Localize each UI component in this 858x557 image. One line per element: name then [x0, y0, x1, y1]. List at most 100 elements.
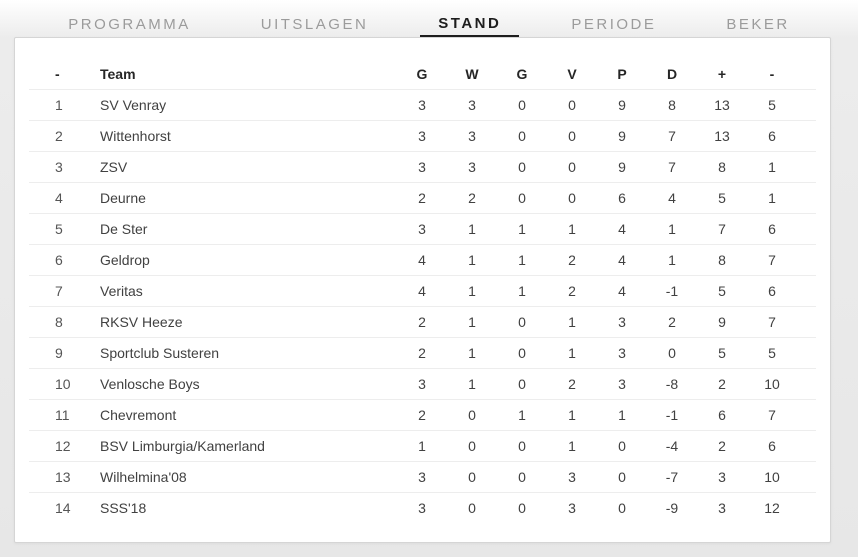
- stat-cell-g: 3: [418, 221, 426, 237]
- stat-cell-v: 1: [568, 407, 576, 423]
- stat-cell-plus: 13: [714, 97, 730, 113]
- stat-cell-v: 0: [568, 97, 576, 113]
- stat-cell-w: 0: [468, 407, 476, 423]
- stat-cell-w: 3: [468, 97, 476, 113]
- column-header-team: Team: [100, 65, 136, 82]
- stat-cell-d: -9: [665, 500, 679, 516]
- position-cell: 5: [55, 221, 63, 237]
- position-cell: 10: [55, 376, 71, 392]
- stat-cell-w: 3: [468, 159, 476, 175]
- tab-uitslagen[interactable]: UITSLAGEN: [243, 0, 387, 37]
- stat-cell-min: 6: [768, 128, 776, 144]
- stat-cell-w: 0: [468, 438, 476, 454]
- position-cell: 4: [55, 190, 63, 206]
- stat-cell-g: 3: [418, 469, 426, 485]
- table-row: 9 Sportclub Susteren 2 1 0 1 3 0 5 5: [29, 337, 816, 368]
- table-row: 1 SV Venray 3 3 0 0 9 8 13 5: [29, 89, 816, 120]
- stat-cell-p: 0: [618, 500, 626, 516]
- stat-cell-g2: 0: [518, 376, 526, 392]
- tab-stand[interactable]: STAND: [420, 0, 520, 37]
- column-header-w: W: [465, 65, 479, 82]
- stat-cell-g2: 0: [518, 159, 526, 175]
- position-cell: 11: [55, 407, 70, 423]
- stat-cell-d: 7: [668, 128, 676, 144]
- stat-cell-w: 1: [468, 314, 476, 330]
- stat-cell-v: 0: [568, 128, 576, 144]
- position-cell: 14: [55, 500, 71, 516]
- stat-cell-g2: 0: [518, 314, 526, 330]
- stat-cell-d: -4: [665, 438, 679, 454]
- column-header-plus: +: [717, 65, 727, 82]
- stat-cell-g: 3: [418, 97, 426, 113]
- team-cell: BSV Limburgia/Kamerland: [100, 438, 265, 454]
- position-cell: 6: [55, 252, 63, 268]
- stat-cell-g: 3: [418, 500, 426, 516]
- stat-cell-p: 6: [618, 190, 626, 206]
- stat-cell-p: 3: [618, 345, 626, 361]
- stat-cell-w: 1: [468, 221, 476, 237]
- stat-cell-w: 1: [468, 252, 476, 268]
- stat-cell-g2: 0: [518, 469, 526, 485]
- table-row: 11 Chevremont 2 0 1 1 1 -1 6 7: [29, 399, 816, 430]
- stat-cell-p: 3: [618, 376, 626, 392]
- position-cell: 12: [55, 438, 71, 454]
- stat-cell-g2: 1: [518, 252, 526, 268]
- stat-cell-v: 0: [568, 159, 576, 175]
- stat-cell-g: 3: [418, 376, 426, 392]
- table-row: 7 Veritas 4 1 1 2 4 -1 5 6: [29, 275, 816, 306]
- stat-cell-d: 1: [668, 252, 676, 268]
- stat-cell-p: 9: [618, 159, 626, 175]
- team-cell: Wittenhorst: [100, 128, 171, 144]
- stat-cell-plus: 13: [714, 128, 730, 144]
- column-header-g: G: [416, 65, 428, 82]
- stat-cell-g: 2: [418, 190, 426, 206]
- tab-bar: PROGRAMMA UITSLAGEN STAND PERIODE BEKER: [0, 0, 858, 37]
- stat-cell-min: 6: [768, 438, 776, 454]
- stat-cell-w: 1: [468, 376, 476, 392]
- stat-cell-g: 4: [418, 283, 426, 299]
- stat-cell-plus: 3: [718, 500, 726, 516]
- stat-cell-g: 3: [418, 159, 426, 175]
- stat-cell-plus: 5: [718, 190, 726, 206]
- table-row: 10 Venlosche Boys 3 1 0 2 3 -8 2 10: [29, 368, 816, 399]
- stat-cell-min: 10: [764, 469, 780, 485]
- position-cell: 3: [55, 159, 63, 175]
- stat-cell-d: -7: [665, 469, 679, 485]
- stat-cell-v: 3: [568, 500, 576, 516]
- stat-cell-w: 0: [468, 500, 476, 516]
- header-row: - Team G W G V P D + -: [29, 58, 816, 89]
- stat-cell-p: 1: [618, 407, 626, 423]
- stat-cell-v: 2: [568, 252, 576, 268]
- tab-periode[interactable]: PERIODE: [553, 0, 674, 37]
- table-row: 12 BSV Limburgia/Kamerland 1 0 0 1 0 -4 2 6: [29, 430, 816, 461]
- stat-cell-min: 7: [768, 407, 776, 423]
- team-cell: Chevremont: [100, 407, 177, 423]
- stat-cell-g: 4: [418, 252, 426, 268]
- stat-cell-plus: 7: [718, 221, 726, 237]
- stat-cell-w: 1: [468, 283, 476, 299]
- standings-card: - Team G W G V P D + - 1 SV Venray 3 3 0 0 9 8 13 5 2 Witten…: [14, 37, 831, 543]
- team-cell: ZSV: [100, 159, 128, 175]
- team-cell: Wilhelmina'08: [100, 469, 187, 485]
- table-row: 13 Wilhelmina'08 3 0 0 3 0 -7 3 10: [29, 461, 816, 492]
- stat-cell-g2: 1: [518, 407, 526, 423]
- tab-programma[interactable]: PROGRAMMA: [50, 0, 209, 37]
- stat-cell-plus: 2: [718, 376, 726, 392]
- stat-cell-g2: 1: [518, 283, 526, 299]
- table-header: - Team G W G V P D + -: [15, 58, 830, 89]
- table-row: 2 Wittenhorst 3 3 0 0 9 7 13 6: [29, 120, 816, 151]
- table-row: 5 De Ster 3 1 1 1 4 1 7 6: [29, 213, 816, 244]
- stat-cell-d: 4: [668, 190, 676, 206]
- stat-cell-p: 9: [618, 128, 626, 144]
- table-row: 6 Geldrop 4 1 1 2 4 1 8 7: [29, 244, 816, 275]
- table-row: 8 RKSV Heeze 2 1 0 1 3 2 9 7: [29, 306, 816, 337]
- column-header-d: D: [666, 65, 678, 82]
- stat-cell-plus: 6: [718, 407, 726, 423]
- stat-cell-w: 1: [468, 345, 476, 361]
- team-cell: De Ster: [100, 221, 148, 237]
- stat-cell-d: 0: [668, 345, 676, 361]
- stat-cell-p: 0: [618, 438, 626, 454]
- tab-beker[interactable]: BEKER: [708, 0, 807, 37]
- stat-cell-d: -8: [665, 376, 679, 392]
- position-cell: 2: [55, 128, 63, 144]
